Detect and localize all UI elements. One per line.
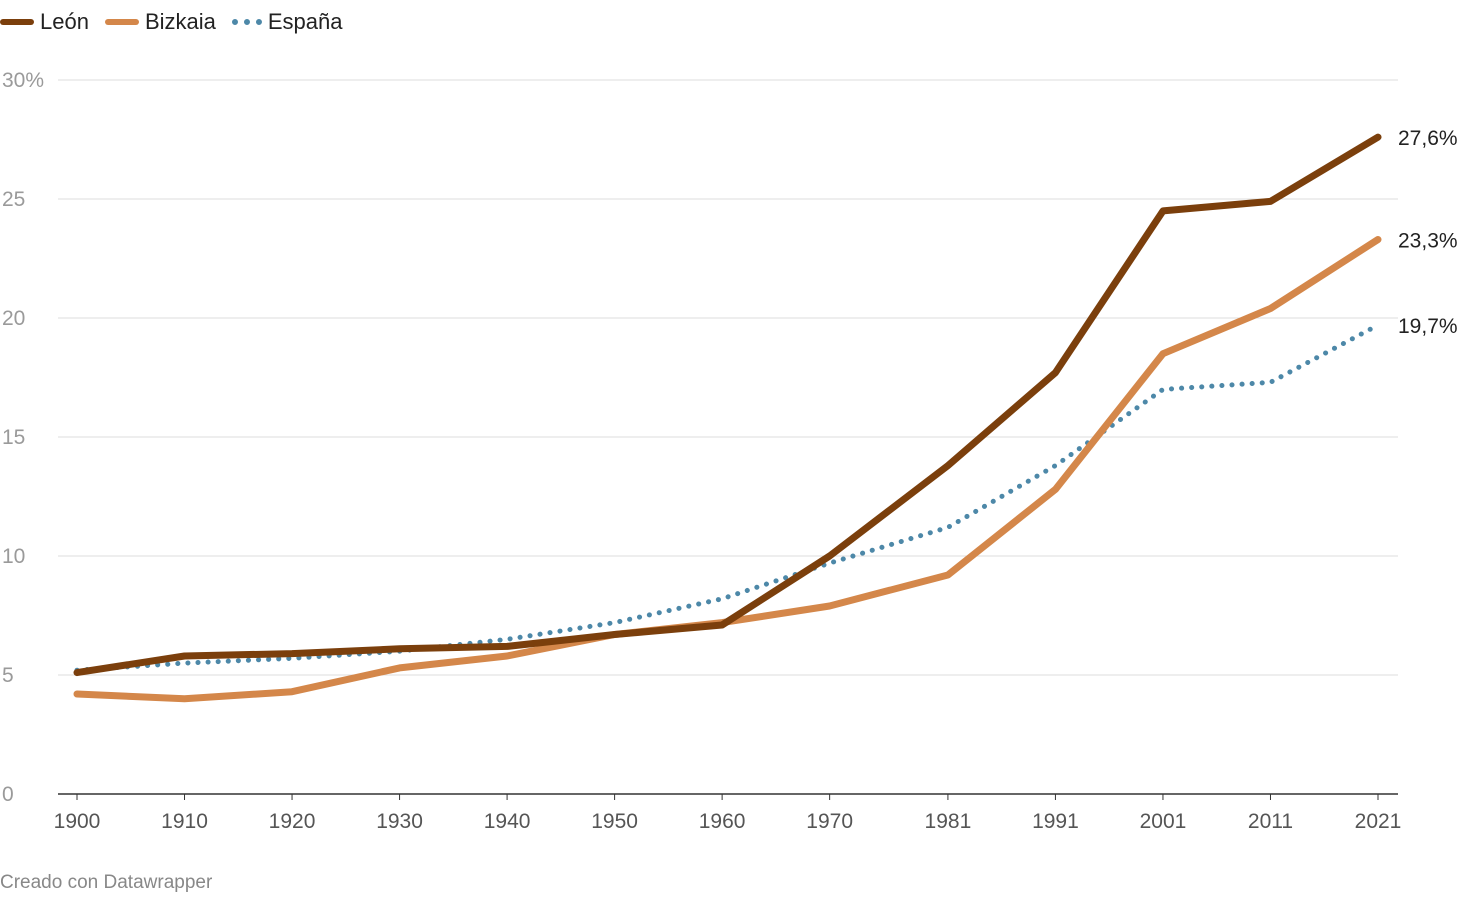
x-tick-label: 1910 — [161, 810, 208, 833]
x-tick-label: 1900 — [54, 810, 101, 833]
y-tick-label: 5 — [2, 664, 14, 687]
legend-label-espana: España — [267, 9, 343, 34]
end-label-leon: 27,6% — [1398, 127, 1458, 150]
y-tick-label: 30% — [2, 69, 44, 92]
y-tick-label: 0 — [2, 783, 14, 806]
legend-swatch-leon — [0, 19, 34, 25]
x-tick-label: 1940 — [484, 810, 531, 833]
x-tick-label: 2011 — [1248, 810, 1293, 833]
end-label-espana: 19,7% — [1398, 315, 1458, 338]
legend-swatch-espana — [231, 19, 262, 25]
y-tick-label: 20 — [2, 307, 25, 330]
legend-label-bizkaia: Bizkaia — [144, 9, 216, 34]
x-tick-label: 2021 — [1355, 810, 1402, 833]
x-tick-label: 1950 — [591, 810, 638, 833]
legend-swatch-bizkaia — [104, 19, 139, 25]
footer-credit[interactable]: Creado con Datawrapper — [0, 872, 213, 893]
x-tick-label: 1981 — [925, 810, 972, 833]
end-label-bizkaia: 23,3% — [1398, 229, 1458, 252]
legend-item-espana[interactable]: España — [231, 9, 343, 35]
y-tick-label: 25 — [2, 188, 25, 211]
x-tick-label: 2001 — [1140, 810, 1187, 833]
y-tick-label: 10 — [2, 545, 25, 568]
series-line-bizkaia[interactable] — [73, 236, 1382, 703]
series-line-leon[interactable] — [73, 133, 1382, 677]
y-tick-label: 15 — [2, 426, 25, 449]
legend-label-leon: León — [40, 9, 89, 34]
series-line-espana[interactable] — [74, 322, 1381, 673]
x-tick-label: 1991 — [1032, 810, 1079, 833]
x-tick-label: 1970 — [806, 810, 853, 833]
x-tick-label: 1960 — [699, 810, 746, 833]
legend-item-bizkaia[interactable]: Bizkaia — [104, 9, 216, 35]
legend-item-leon[interactable]: León — [0, 9, 89, 35]
x-tick-label: 1920 — [269, 810, 316, 833]
x-tick-label: 1930 — [376, 810, 423, 833]
legend: León Bizkaia España — [0, 6, 359, 38]
